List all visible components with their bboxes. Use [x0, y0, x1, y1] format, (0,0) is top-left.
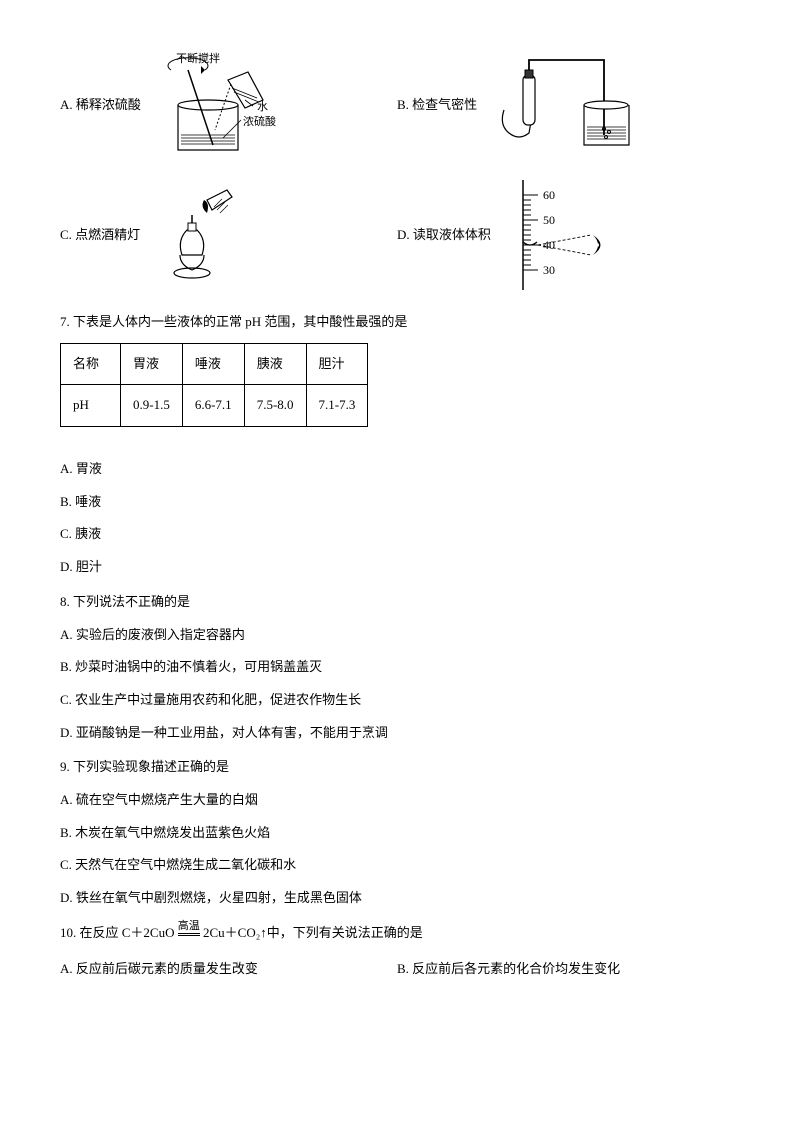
diagram-c-svg: [152, 185, 242, 285]
diagram-b-svg: [489, 55, 639, 155]
diagram-c-label: C. 点燃酒精灯: [60, 223, 140, 248]
q10-options: A. 反应前后碳元素的质量发生改变 B. 反应前后各元素的化合价均发生变化: [60, 957, 734, 982]
cell: pH: [61, 385, 121, 427]
diagram-b-label: B. 检查气密性: [397, 93, 477, 118]
diagram-c-prefix: C.: [60, 227, 72, 242]
q8-opt-a: A. 实验后的废液倒入指定容器内: [60, 623, 734, 648]
diagram-a-text: 稀释浓硫酸: [76, 97, 141, 112]
q10-opt-b: B. 反应前后各元素的化合价均发生变化: [397, 957, 620, 982]
diagram-a-svg: 不断搅拌 水 浓硫酸: [153, 50, 283, 160]
cell: 7.1-7.3: [306, 385, 368, 427]
diagram-a-label: A. 稀释浓硫酸: [60, 93, 141, 118]
diag-a-acid-label: 浓硫酸: [243, 114, 276, 128]
table-row: 名称 胃液 唾液 胰液 胆汁: [61, 343, 368, 385]
q9-opt-a: A. 硫在空气中燃烧产生大量的白烟: [60, 788, 734, 813]
cell: 6.6-7.1: [182, 385, 244, 427]
scale-30: 30: [543, 263, 555, 277]
q7-opt-a: A. 胃液: [60, 457, 734, 482]
cell: 唾液: [182, 343, 244, 385]
q10-opt-a: A. 反应前后碳元素的质量发生改变: [60, 957, 397, 982]
q8-options: A. 实验后的废液倒入指定容器内 B. 炒菜时油锅中的油不慎着火，可用锅盖盖灭 …: [60, 623, 734, 746]
diagram-b-prefix: B.: [397, 97, 409, 112]
q10-post: 2Cu＋CO₂↑中，下列有关说法正确的是: [203, 925, 423, 940]
cell: 7.5-8.0: [244, 385, 306, 427]
diagram-a-prefix: A.: [60, 97, 73, 112]
table-row: pH 0.9-1.5 6.6-7.1 7.5-8.0 7.1-7.3: [61, 385, 368, 427]
diagram-c: C. 点燃酒精灯: [60, 185, 397, 285]
cell: 胆汁: [306, 343, 368, 385]
diagram-d-prefix: D.: [397, 227, 410, 242]
q10-cond-text: 高温: [178, 921, 200, 932]
scale-60: 60: [543, 188, 555, 202]
diagram-b-text: 检查气密性: [412, 97, 477, 112]
q7-opt-b: B. 唾液: [60, 490, 734, 515]
cell: 胰液: [244, 343, 306, 385]
q10-pre: 10. 在反应 C＋2CuO: [60, 925, 174, 940]
q9-text: 9. 下列实验现象描述正确的是: [60, 755, 734, 780]
q8-opt-d: D. 亚硝酸钠是一种工业用盐，对人体有害，不能用于烹调: [60, 721, 734, 746]
diagram-d: D. 读取液体体积 60 50 40 30: [397, 180, 734, 290]
diagram-row-cd: C. 点燃酒精灯 D. 读取液体体积: [60, 180, 734, 290]
q9-options: A. 硫在空气中燃烧产生大量的白烟 B. 木炭在氧气中燃烧发出蓝紫色火焰 C. …: [60, 788, 734, 911]
diagram-d-text: 读取液体体积: [413, 227, 491, 242]
q8-opt-b: B. 炒菜时油锅中的油不慎着火，可用锅盖盖灭: [60, 655, 734, 680]
q7-opt-c: C. 胰液: [60, 522, 734, 547]
q8-opt-c: C. 农业生产中过量施用农药和化肥，促进农作物生长: [60, 688, 734, 713]
diagram-b: B. 检查气密性: [397, 55, 734, 155]
q9-opt-c: C. 天然气在空气中燃烧生成二氧化碳和水: [60, 853, 734, 878]
diagram-c-text: 点燃酒精灯: [75, 227, 140, 242]
diag-a-stir-label: 不断搅拌: [176, 51, 220, 65]
diagram-d-label: D. 读取液体体积: [397, 223, 491, 248]
diagram-row-ab: A. 稀释浓硫酸 不断搅拌 水 浓硫酸 B. 检查气: [60, 50, 734, 160]
cell: 0.9-1.5: [121, 385, 183, 427]
q10-text: 10. 在反应 C＋2CuO 高温 2Cu＋CO₂↑中，下列有关说法正确的是: [60, 921, 734, 946]
q9-opt-b: B. 木炭在氧气中燃烧发出蓝紫色火焰: [60, 821, 734, 846]
q7-text: 7. 下表是人体内一些液体的正常 pH 范围，其中酸性最强的是: [60, 310, 734, 335]
scale-40: 40: [543, 238, 555, 252]
q7-table: 名称 胃液 唾液 胰液 胆汁 pH 0.9-1.5 6.6-7.1 7.5-8.…: [60, 343, 368, 427]
scale-50: 50: [543, 213, 555, 227]
q7-options: A. 胃液 B. 唾液 C. 胰液 D. 胆汁: [60, 457, 734, 580]
q8-text: 8. 下列说法不正确的是: [60, 590, 734, 615]
q10-condition: 高温: [178, 921, 200, 941]
cell: 名称: [61, 343, 121, 385]
diag-a-water-label: 水: [257, 100, 268, 113]
diagram-d-svg: 60 50 40 30: [503, 180, 613, 290]
q7-opt-d: D. 胆汁: [60, 555, 734, 580]
q9-opt-d: D. 铁丝在氧气中剧烈燃烧，火星四射，生成黑色固体: [60, 886, 734, 911]
diagram-a: A. 稀释浓硫酸 不断搅拌 水 浓硫酸: [60, 50, 397, 160]
cell: 胃液: [121, 343, 183, 385]
